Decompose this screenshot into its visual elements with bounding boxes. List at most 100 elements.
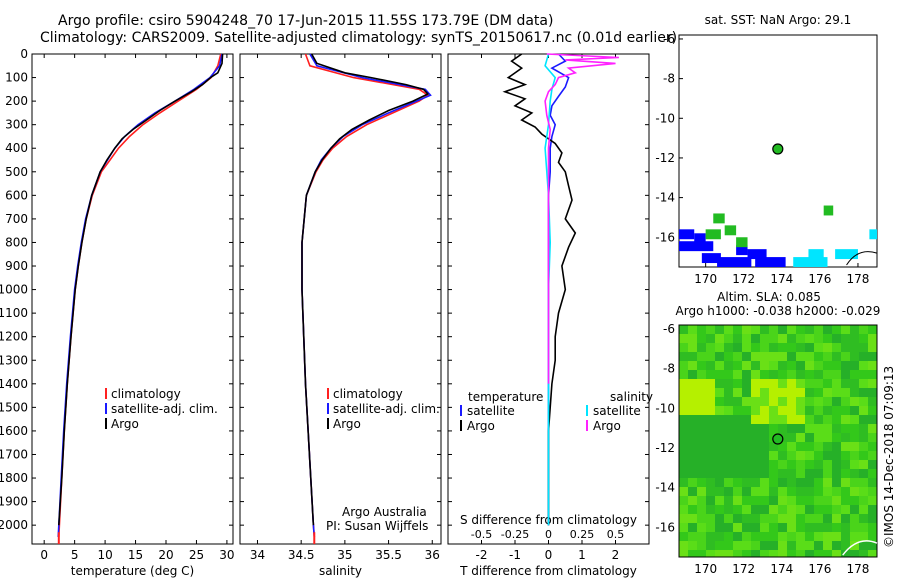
sla-cell [679,352,688,361]
sla-cell [769,379,778,388]
sla-cell [805,523,814,532]
series-argo [301,53,430,526]
legend-label: Argo [593,419,621,433]
sla-cell [733,424,742,433]
sla-cell [688,514,697,523]
coastline [842,540,878,556]
sst-cell [808,249,824,260]
sla-cell [778,388,787,397]
sla-cell [706,523,715,532]
sla-cell [742,469,751,478]
depth-tick-label: 0 [20,47,28,61]
sla-cell [760,406,769,415]
sla-cell [679,433,688,442]
sla-cell [841,451,850,460]
sla-cell [706,442,715,451]
sla-cell [688,523,697,532]
sla-cell [859,523,868,532]
sla-cell [733,397,742,406]
sla-cell [805,532,814,541]
sst-cell [701,253,721,264]
sla-cell [688,532,697,541]
sla-cell [850,406,859,415]
sst-cell [694,233,706,244]
sla-cell [742,334,751,343]
sla-cell [706,388,715,397]
sla-cell [733,451,742,460]
sla-cell [868,451,877,460]
temperature-profile-xtick-label: 15 [128,548,143,562]
sla-cell [697,334,706,343]
sla-cell [715,343,724,352]
sla-cell [823,370,832,379]
sla-cell [805,451,814,460]
sla-cell [850,469,859,478]
sla-cell [742,379,751,388]
temperature-profile-xtick-label: 30 [219,548,234,562]
sla-cell [760,379,769,388]
sla-cell [769,523,778,532]
sla-cell [832,334,841,343]
sla-cell [796,523,805,532]
sla-cell [715,496,724,505]
sla-cell [787,352,796,361]
sla-cell [688,460,697,469]
sst-cell [823,205,834,216]
sla-cell [796,460,805,469]
legend-label: satellite [467,404,515,418]
sla-cell [697,325,706,334]
sla-cell [697,487,706,496]
sla-cell [724,460,733,469]
sst-map-ytick-label: -10 [655,111,675,125]
depth-tick-label: 1800 [0,471,28,485]
sla-cell [760,343,769,352]
sla-cell [751,415,760,424]
sla-cell [697,442,706,451]
sla-cell [814,451,823,460]
sla-cell [868,370,877,379]
sla-cell [760,397,769,406]
sla-cell [841,325,850,334]
sla-cell [850,550,859,557]
sla-cell [778,370,787,379]
sla-cell [850,325,859,334]
sla-cell [778,379,787,388]
sla-cell [724,388,733,397]
sla-cell [787,415,796,424]
sla-cell [679,532,688,541]
sla-cell [823,388,832,397]
sla-cell [868,397,877,406]
sla-cell [742,487,751,496]
sla-cell [715,505,724,514]
sla-cell [850,451,859,460]
sla-cell [724,532,733,541]
difference-profile-xtick-label: 0 [545,548,553,562]
coastline [846,251,878,266]
series-t-argo [502,53,577,526]
sla-cell [787,451,796,460]
depth-tick-label: 1300 [0,353,28,367]
temperature-profile-xtick-label: 10 [97,548,112,562]
sla-cell [832,478,841,487]
temperature-profile-frame [31,53,234,545]
sla-cell [823,532,832,541]
sla-cell [841,361,850,370]
sla-cell [760,325,769,334]
sla-cell [796,550,805,557]
sla-cell [814,442,823,451]
sla-cell [778,550,787,557]
sla-cell [679,334,688,343]
sla-cell [715,406,724,415]
depth-tick-label: 2000 [0,518,28,532]
sla-cell [724,496,733,505]
legend-label: climatology [111,387,181,401]
sla-map-ytick-label: -8 [663,362,675,376]
sla-cell [868,514,877,523]
sla-cell [688,505,697,514]
sla-cell [868,505,877,514]
legend-label: climatology [333,387,403,401]
sla-cell [814,352,823,361]
sla-cell [841,370,850,379]
sla-cell [841,334,850,343]
sla-cell [724,523,733,532]
